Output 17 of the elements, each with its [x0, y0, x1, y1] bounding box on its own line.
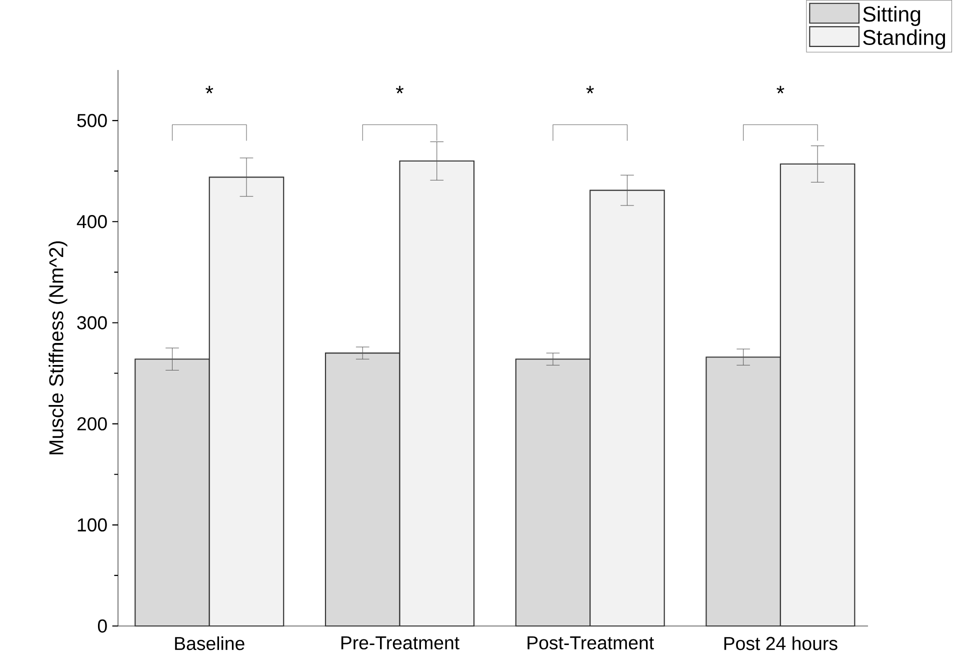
y-tick-label: 0 — [98, 619, 107, 633]
legend-label: Standing — [863, 29, 946, 50]
x-tick-label: Baseline — [175, 636, 244, 650]
y-tick-label: 100 — [78, 518, 107, 532]
x-tick-label: Post-Treatment — [528, 636, 654, 650]
y-tick-label: 500 — [77, 114, 107, 128]
y-tick-label: 300 — [77, 316, 107, 330]
y-tick-label: 400 — [76, 215, 107, 228]
x-tick-label: Post 24 hours — [724, 636, 838, 650]
legend-label: Sitting — [863, 6, 920, 26]
x-tick-label: Pre-Treatment — [341, 636, 460, 650]
y-axis-title: Muscle Stiffness (Nm^2) — [48, 241, 68, 454]
annotation: * — [396, 86, 404, 94]
annotation: * — [206, 86, 214, 94]
y-tick-label: 200 — [77, 417, 107, 430]
annotation: * — [586, 86, 594, 94]
annotation: * — [776, 86, 784, 94]
